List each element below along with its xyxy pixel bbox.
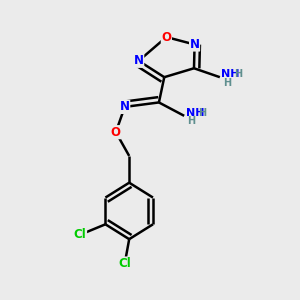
- Text: N: N: [190, 38, 200, 51]
- Text: O: O: [161, 31, 171, 44]
- Text: NH: NH: [186, 108, 204, 118]
- Text: N: N: [120, 100, 130, 113]
- Text: H: H: [199, 108, 207, 118]
- Text: H: H: [223, 77, 231, 88]
- Text: O: O: [111, 126, 121, 139]
- Text: NH: NH: [221, 69, 240, 79]
- Text: Cl: Cl: [74, 228, 86, 241]
- Text: H: H: [234, 69, 242, 79]
- Text: N: N: [134, 54, 144, 67]
- Text: H: H: [187, 116, 195, 126]
- Text: Cl: Cl: [118, 257, 131, 270]
